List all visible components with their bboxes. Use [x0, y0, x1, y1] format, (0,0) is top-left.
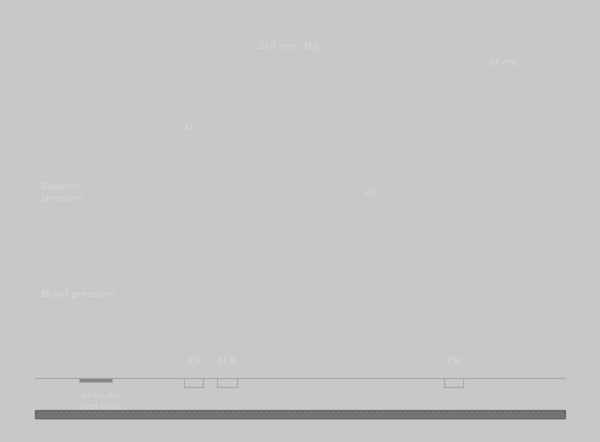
Text: 21.: 21.	[364, 188, 380, 197]
Text: P.9: P.9	[187, 357, 200, 366]
Text: 210 mm. Hg.: 210 mm. Hg.	[257, 42, 321, 51]
Text: 44 cm.: 44 cm.	[487, 58, 521, 67]
Text: Adrenalin
0·65 mgm.: Adrenalin 0·65 mgm.	[79, 392, 125, 412]
Text: Blood pressure.: Blood pressure.	[41, 290, 118, 299]
Text: P.9: P.9	[446, 357, 460, 366]
Text: 41.: 41.	[182, 123, 197, 132]
Text: H.B: H.B	[217, 357, 236, 366]
Bar	[79, 377, 112, 382]
Text: Bladder
pressure.: Bladder pressure.	[41, 182, 87, 203]
